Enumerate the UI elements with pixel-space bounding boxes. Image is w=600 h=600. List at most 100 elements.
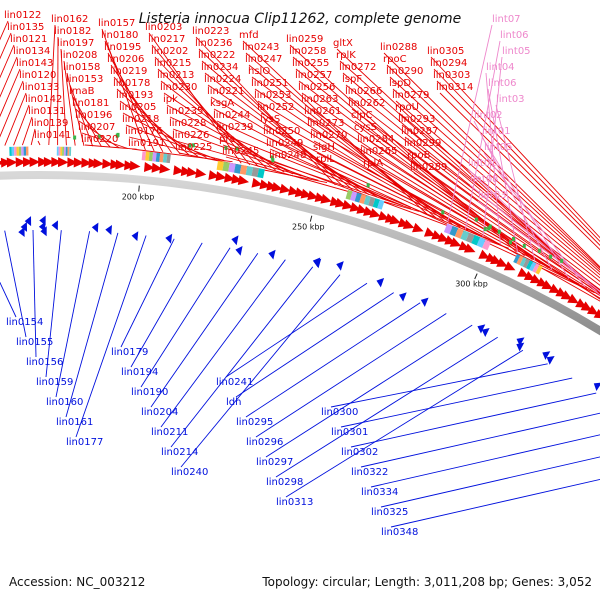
forward-label-leader [222, 144, 412, 209]
reverse-gene-label: lin0325 [371, 507, 408, 518]
forward-gene-label: ksgA [210, 98, 234, 109]
forward-label-leader [430, 56, 600, 239]
forward-gene-label: lin0141 [34, 130, 71, 141]
reverse-gene-label: lin0295 [236, 417, 273, 428]
reverse-label-leader [350, 392, 597, 448]
forward-label-leader [433, 68, 600, 242]
trna-feature [224, 145, 228, 150]
forward-gene-label: lin0193 [116, 90, 153, 101]
reverse-gene-label: lin0154 [6, 317, 43, 328]
forward-gene-label: lin0162 [51, 14, 88, 25]
forward-gene-label: lin0250 [263, 126, 300, 137]
forward-gene-arrow [159, 163, 171, 174]
forward-gene-label: lin0263 [301, 94, 338, 105]
forward-gene-label: lin0230 [160, 82, 197, 93]
forward-gene-arrow [369, 208, 381, 218]
forward-label-leader [160, 80, 276, 171]
reverse-gene-arrow [376, 277, 385, 288]
gene-features [0, 132, 600, 392]
gene-labels: lin0122lin0135lin0121lin0134lin0143lin01… [4, 10, 531, 538]
reverse-label-leader [150, 253, 259, 408]
trna-feature [560, 258, 564, 263]
trna-feature [474, 217, 478, 222]
misc-feature-block [522, 258, 530, 269]
forward-gene-arrow [541, 279, 554, 290]
reverse-gene-label: lin0313 [276, 497, 313, 508]
reverse-gene-arrow [336, 261, 344, 271]
trna-feature [73, 135, 77, 140]
forward-gene-arrow [548, 283, 561, 294]
forward-gene-label: lspF [342, 74, 362, 85]
reverse-gene-arrow [235, 245, 243, 256]
forward-gene-label: lin0273 [307, 118, 344, 129]
forward-gene-label: lin0222 [198, 50, 235, 61]
forward-gene-arrow [186, 166, 198, 177]
forward-gene-label: rplK [336, 50, 356, 61]
forward-gene-label: lin0205 [119, 102, 156, 113]
forward-gene-arrow [6, 157, 18, 168]
forward-label-leader [307, 116, 565, 277]
forward-label-leader [0, 80, 24, 138]
reverse-label-leader [120, 238, 175, 348]
forward-label-leader [225, 156, 420, 212]
label-leader-lines [0, 20, 600, 528]
scale-tick-mark [138, 185, 140, 192]
trna-feature [537, 248, 541, 253]
forward-gene-label: cysS [354, 122, 377, 133]
misc-feature-block [228, 162, 236, 173]
forward-gene-label: lin0224 [204, 74, 241, 85]
rna-label-leader [495, 104, 536, 261]
reverse-gene-label: lin0322 [351, 467, 388, 478]
reverse-label-leader [130, 242, 203, 368]
forward-gene-label: lin0249 [266, 138, 303, 149]
forward-label-leader [0, 44, 15, 79]
misc-feature-block [368, 196, 376, 207]
forward-label-leader [360, 144, 600, 297]
forward-gene-label: lspD [389, 78, 411, 89]
reverse-label-leader [360, 412, 600, 468]
forward-label-leader [389, 76, 600, 271]
reverse-gene-label: lin0159 [36, 377, 73, 388]
forward-gene-arrow [124, 160, 135, 171]
forward-gene-label: lin0182 [54, 26, 91, 37]
forward-label-leader [386, 64, 600, 269]
scale-tick-mark [474, 273, 478, 280]
reverse-label-leader [330, 363, 548, 408]
forward-gene-label: lin0208 [60, 50, 97, 61]
reverse-label-leader [390, 478, 600, 528]
reverse-label-leader [45, 230, 62, 378]
misc-feature-block [516, 255, 524, 266]
reverse-gene-arrow [481, 328, 490, 338]
forward-gene-label: lin0235 [166, 106, 203, 117]
forward-gene-arrow [503, 261, 516, 271]
forward-label-leader [131, 148, 233, 163]
misc-feature-block [372, 198, 380, 209]
map-title: Listeria innocua Clip11262, complete gen… [139, 11, 461, 27]
forward-gene-arrow [129, 160, 141, 171]
reverse-gene-label: lin0214 [161, 447, 198, 458]
forward-gene-label: lin0180 [101, 30, 138, 41]
forward-gene-arrow [38, 157, 49, 168]
forward-label-leader [81, 132, 128, 149]
rna-gene-label: lint02 [474, 110, 503, 121]
forward-gene-label: lin0226 [172, 130, 209, 141]
forward-gene-arrow [81, 157, 93, 168]
trna-feature [97, 134, 101, 139]
reverse-gene-label: ldh [226, 397, 241, 408]
reverse-gene-arrow [231, 235, 239, 246]
forward-gene-arrow [529, 274, 542, 284]
reverse-label-leader [180, 274, 341, 468]
forward-label-leader [48, 24, 56, 146]
misc-feature-block [251, 167, 260, 178]
forward-gene-label: lin0178 [113, 78, 150, 89]
misc-feature-block [532, 263, 540, 273]
reverse-gene-arrow [268, 249, 276, 260]
forward-gene-arrow [517, 267, 529, 277]
forward-gene-label: lin0153 [66, 74, 103, 85]
misc-feature-block [239, 164, 248, 175]
forward-gene-label: ipk [163, 94, 178, 105]
misc-feature-block [377, 199, 385, 210]
misc-feature-block [350, 191, 358, 202]
rna-gene-label: lint06 [488, 78, 517, 89]
reverse-gene-label: lin0301 [331, 427, 368, 438]
